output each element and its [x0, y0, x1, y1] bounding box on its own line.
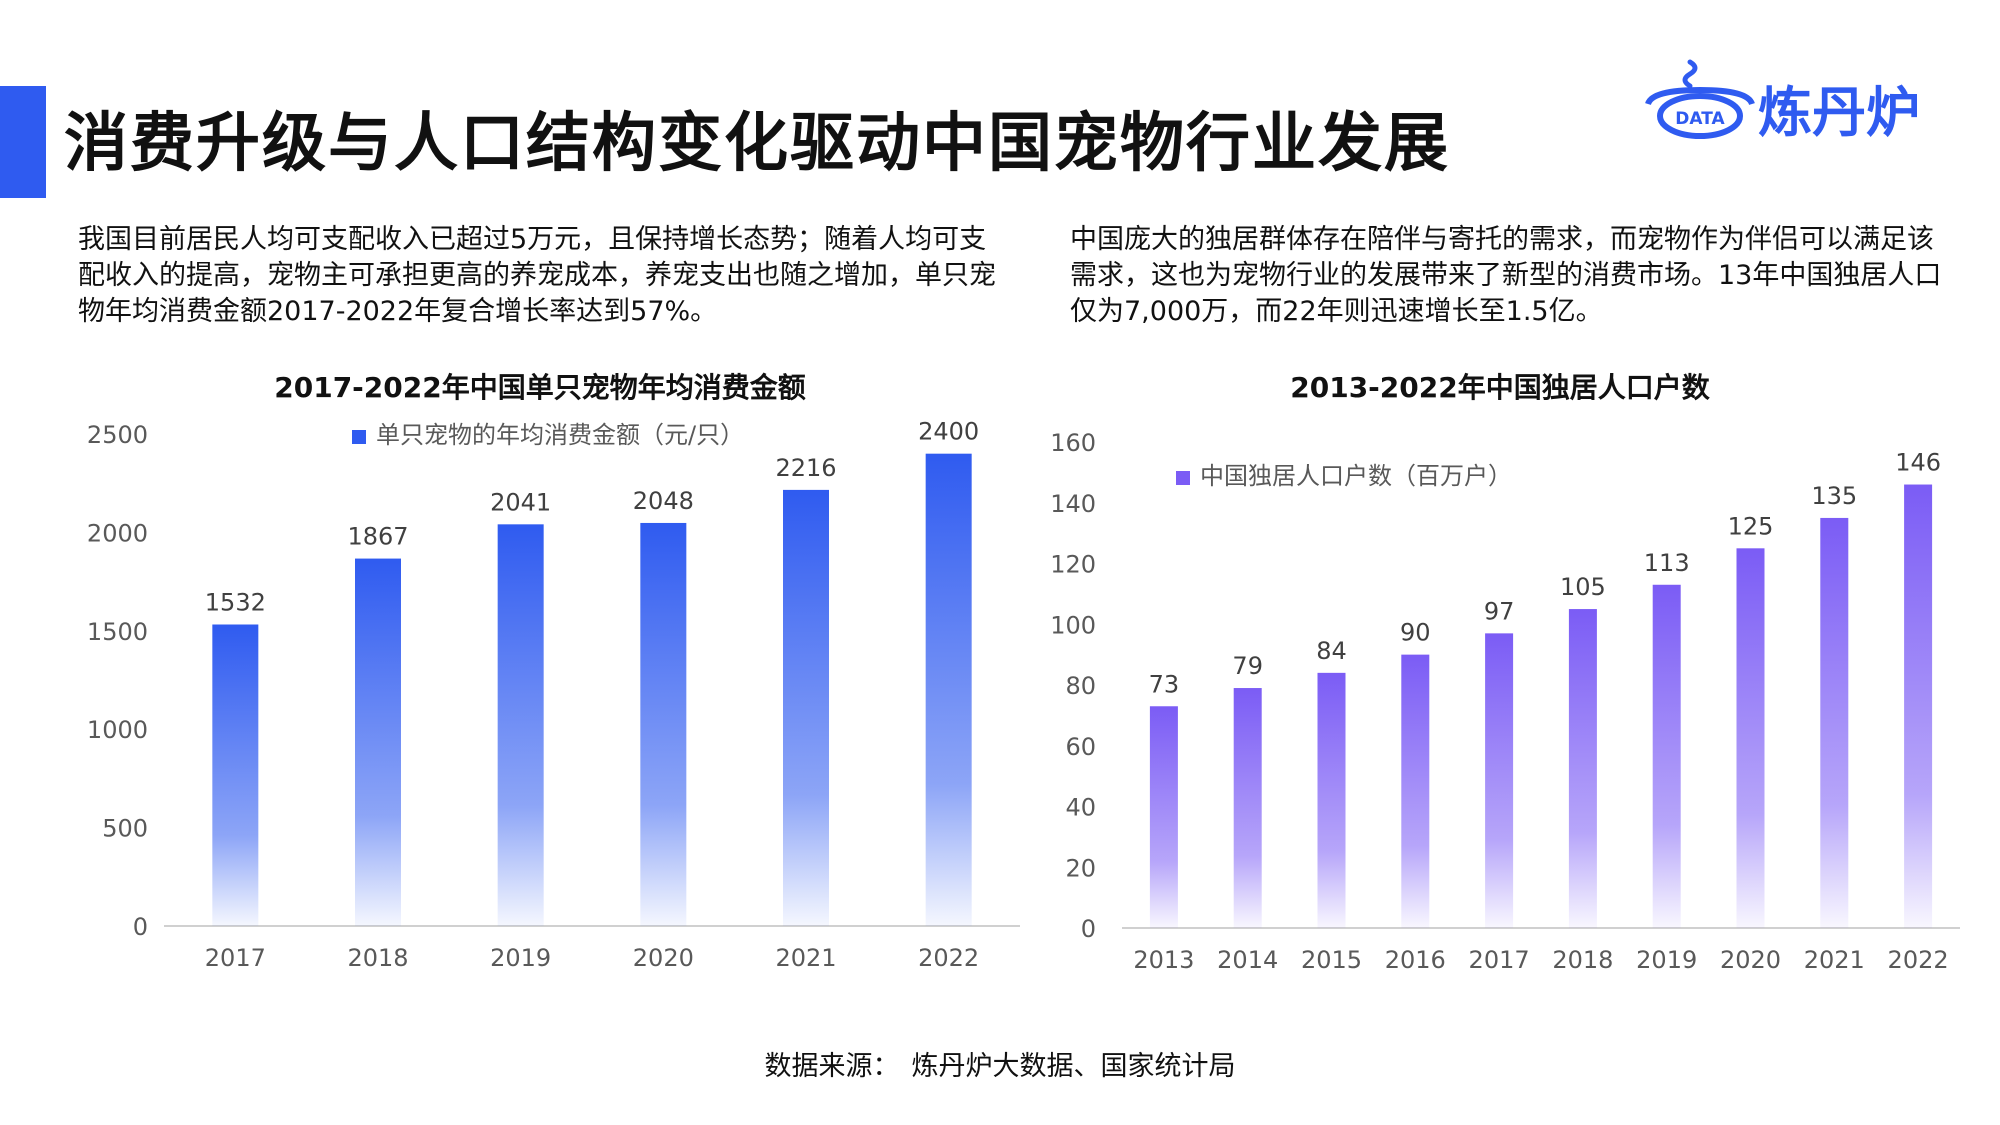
x-tick-label: 2017: [205, 944, 266, 972]
bar: [497, 524, 544, 926]
x-tick-label: 2021: [1804, 946, 1865, 974]
x-tick-label: 2021: [775, 944, 836, 972]
y-tick-label: 1000: [87, 716, 148, 744]
bar: [783, 489, 829, 926]
title-accent-bar: [0, 86, 46, 198]
bar: [355, 558, 401, 926]
logo-badge: DATA: [1675, 109, 1725, 129]
y-tick-label: 60: [1065, 733, 1096, 761]
bar: [1568, 609, 1597, 928]
data-label: 135: [1811, 482, 1857, 510]
bar: [1401, 654, 1430, 928]
x-tick-label: 2016: [1385, 946, 1446, 974]
x-tick-label: 2018: [1552, 946, 1613, 974]
data-label: 2216: [775, 454, 836, 482]
y-tick-label: 2000: [87, 519, 148, 547]
y-tick-label: 20: [1065, 854, 1096, 882]
spending-bar-chart: 0 500 1000 1500 2000 2500 1532 2017 1867 2018 2041…: [87, 418, 1020, 972]
x-tick-label: 2014: [1217, 946, 1278, 974]
data-label: 113: [1644, 549, 1690, 577]
data-source-note: 数据来源： 炼丹炉大数据、国家统计局: [0, 1044, 2000, 1083]
x-tick-label: 2022: [918, 944, 979, 972]
x-tick-label: 2015: [1301, 946, 1362, 974]
intro-paragraph-right: 中国庞大的独居群体存在陪伴与寄托的需求，而宠物作为伴侣可以满足该需求，这也为宠物…: [1070, 224, 1942, 327]
data-label: 1532: [205, 589, 266, 617]
bar: [1736, 548, 1765, 928]
data-label: 79: [1232, 652, 1263, 680]
y-tick-label: 0: [133, 913, 148, 941]
x-tick-label: 2017: [1469, 946, 1530, 974]
y-tick-label: 120: [1050, 551, 1096, 579]
legend-swatch: [352, 430, 366, 444]
x-tick-label: 2019: [1636, 946, 1697, 974]
data-label: 97: [1484, 597, 1515, 625]
y-tick-label: 140: [1050, 490, 1096, 518]
y-tick-label: 0: [1081, 915, 1096, 943]
chart-title-single-households: 2013-2022年中国独居人口户数: [1290, 371, 1710, 404]
y-tick-label: 1500: [87, 618, 148, 646]
x-tick-label: 2022: [1888, 946, 1949, 974]
data-source-label: 数据来源：: [764, 1051, 900, 1082]
data-label: 73: [1149, 670, 1180, 698]
page-title: 消费升级与人口结构变化驱动中国宠物行业发展: [64, 107, 1450, 181]
legend-label: 中国独居人口户数（百万户）: [1200, 462, 1512, 490]
legend-swatch: [1176, 471, 1190, 485]
legend-label: 单只宠物的年均消费金额（元/只）: [376, 421, 744, 449]
bar: [1233, 688, 1262, 928]
data-label: 84: [1316, 637, 1347, 665]
x-tick-label: 2020: [633, 944, 694, 972]
data-source-text: 炼丹炉大数据、国家统计局: [911, 1051, 1236, 1082]
y-tick-label: 40: [1065, 794, 1096, 822]
y-tick-label: 500: [102, 815, 148, 843]
x-tick-label: 2013: [1133, 946, 1194, 974]
logo-name: 炼丹炉: [1758, 81, 1920, 144]
bar: [640, 522, 687, 926]
data-label: 1867: [347, 523, 408, 551]
bar: [1485, 633, 1514, 928]
bar: [925, 453, 972, 926]
data-label: 2048: [633, 487, 694, 515]
data-label: 125: [1728, 512, 1774, 540]
data-label: 105: [1560, 573, 1606, 601]
bar: [1149, 706, 1178, 928]
y-tick-label: 100: [1050, 611, 1096, 639]
intro-paragraph-left: 我国目前居民人均可支配收入已超过5万元，且保持增长态势；随着人均可支配收入的提高…: [78, 224, 996, 327]
brand-logo: DATA 炼丹炉: [1640, 54, 1940, 144]
y-tick-label: 80: [1065, 672, 1096, 700]
chart-title-spending: 2017-2022年中国单只宠物年均消费金额: [274, 371, 806, 404]
x-tick-label: 2020: [1720, 946, 1781, 974]
bar: [1904, 484, 1933, 928]
x-tick-label: 2018: [347, 944, 408, 972]
bar: [1317, 672, 1346, 928]
bar: [212, 624, 259, 926]
data-label: 2041: [490, 488, 551, 516]
y-tick-label: 160: [1050, 429, 1096, 457]
data-label: 2400: [918, 418, 979, 446]
data-label: 146: [1895, 449, 1941, 477]
y-tick-label: 2500: [87, 421, 148, 449]
x-tick-label: 2019: [490, 944, 551, 972]
data-label: 90: [1400, 619, 1431, 647]
bar: [1820, 517, 1849, 928]
single-household-bar-chart: 0 20 40 60 80 100 120 140 160 73 2013 79 2014 84 2015 9…: [1050, 429, 1960, 974]
pot-icon: DATA: [1645, 59, 1755, 139]
bar: [1652, 584, 1681, 928]
